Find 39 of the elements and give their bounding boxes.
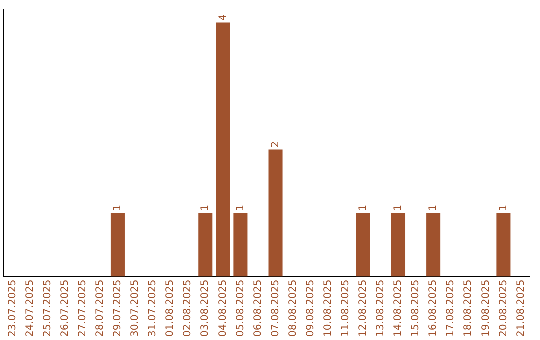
x-tick-label: 18.08.2025 — [463, 280, 474, 338]
x-tick-label: 14.08.2025 — [393, 280, 404, 338]
x-tick-label: 21.08.2025 — [516, 280, 527, 338]
x-tick-label: 17.08.2025 — [446, 280, 457, 338]
x-tick-label: 23.07.2025 — [7, 280, 18, 338]
data-label: 2 — [270, 141, 282, 148]
x-tick-label: 10.08.2025 — [322, 280, 334, 338]
x-tick-label: 11.08.2025 — [340, 280, 352, 338]
x-tick-label: 02.08.2025 — [182, 280, 194, 338]
data-label: 1 — [235, 204, 246, 212]
x-tick-label: 16.08.2025 — [428, 280, 440, 338]
x-tick-label: 04.08.2025 — [218, 280, 229, 338]
data-label: 1 — [498, 204, 510, 212]
x-tick-label: 06.08.2025 — [252, 280, 264, 338]
x-tick-label: 26.07.2025 — [60, 280, 71, 338]
x-tick-label: 08.08.2025 — [288, 280, 299, 338]
x-tick-label: 07.08.2025 — [270, 280, 282, 338]
x-tick-label: 05.08.2025 — [235, 280, 246, 338]
x-tick-label: 29.07.2025 — [112, 280, 124, 338]
x-tick-label: 12.08.2025 — [358, 280, 370, 338]
x-tick-label: 27.07.2025 — [77, 280, 88, 338]
x-tick-label: 09.08.2025 — [305, 280, 316, 338]
x-tick-label: 15.08.2025 — [410, 280, 422, 338]
x-tick-label: 20.08.2025 — [498, 280, 510, 338]
x-tick-label: 25.07.2025 — [42, 280, 54, 338]
data-label: 1 — [428, 204, 440, 212]
x-tick-label: 13.08.2025 — [376, 280, 387, 338]
x-tick-label: 03.08.2025 — [200, 280, 212, 338]
x-tick-label: 24.07.2025 — [24, 280, 36, 338]
data-label: 1 — [200, 204, 212, 212]
data-label: 4 — [218, 14, 229, 21]
x-tick-label: 31.07.2025 — [148, 280, 159, 338]
x-tick-label: 28.07.2025 — [95, 280, 106, 338]
x-tick-label: 19.08.2025 — [480, 280, 492, 338]
x-tick-label: 30.07.2025 — [130, 280, 142, 338]
data-label: 1 — [358, 204, 370, 212]
data-label: 1 — [393, 204, 404, 212]
data-label: 1 — [112, 204, 124, 212]
x-tick-label: 01.08.2025 — [165, 280, 176, 338]
